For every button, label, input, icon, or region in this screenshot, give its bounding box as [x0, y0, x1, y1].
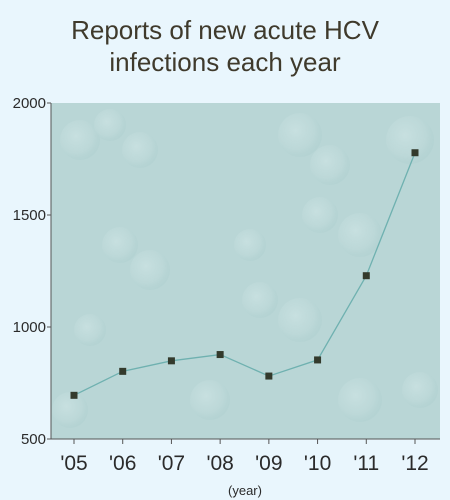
x-tick-label: '12: [401, 452, 428, 475]
data-point: [314, 356, 321, 363]
data-point: [119, 368, 126, 375]
x-tick-label: '06: [109, 452, 136, 475]
data-point: [217, 351, 224, 358]
y-tick-label: 500: [21, 431, 46, 448]
plot-background: [51, 103, 440, 439]
data-point: [71, 392, 78, 399]
x-tick-label: '08: [206, 452, 233, 475]
data-point: [168, 357, 175, 364]
x-tick-label: '09: [255, 452, 282, 475]
x-tick-label: '11: [353, 452, 379, 475]
x-axis-label: (year): [228, 483, 262, 498]
x-axis-ticks: '05 '06 '07 '08 '09 '10 '11 '12: [60, 439, 428, 475]
data-point: [412, 149, 419, 156]
y-tick-label: 1500: [13, 207, 46, 224]
x-tick-label: '10: [304, 452, 331, 475]
data-point: [265, 373, 272, 380]
x-tick-label: '05: [60, 452, 87, 475]
x-tick-label: '07: [158, 452, 185, 475]
y-tick-label: 2000: [13, 95, 46, 112]
y-tick-label: 1000: [13, 319, 46, 336]
data-point: [363, 272, 370, 279]
y-axis-ticks: 500 1000 1500 2000: [13, 95, 51, 448]
